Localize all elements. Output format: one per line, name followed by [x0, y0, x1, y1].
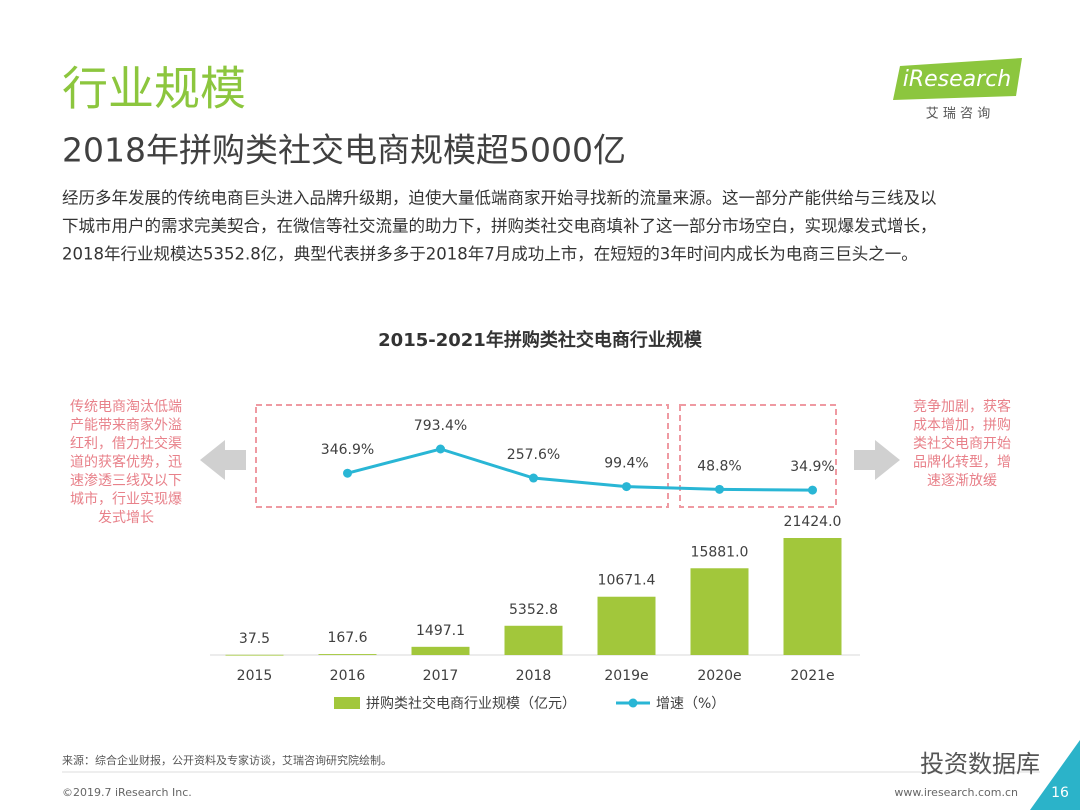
copyright: ©2019.7 iResearch Inc.: [62, 786, 192, 799]
page-number: 16: [1051, 785, 1069, 801]
growth-line: [347, 447, 813, 492]
bar: [318, 654, 377, 655]
annotation-right: 成本增加，拼购: [913, 418, 1011, 434]
watermark: 投资数据库: [920, 750, 1040, 778]
growth-point: [622, 482, 631, 492]
growth-value-label: 48.8%: [697, 458, 741, 474]
bar-value-label: 167.6: [327, 630, 367, 646]
x-tick-label: 2019e: [604, 668, 648, 684]
growth-point: [529, 473, 538, 483]
x-tick-label: 2021e: [790, 668, 834, 684]
annotation-right: 速逐渐放缓: [927, 473, 997, 489]
bar-value-label: 1497.1: [416, 623, 465, 639]
legend-swatch: [628, 698, 638, 708]
logo-bg: [893, 58, 1022, 100]
growth-point: [715, 484, 724, 494]
bar-value-label: 10671.4: [598, 573, 656, 589]
annotation-right: 类社交电商开始: [913, 435, 1011, 452]
legend-label: 拼购类社交电商行业规模（亿元）: [366, 695, 576, 712]
growth-value-label: 793.4%: [414, 418, 467, 434]
logo-sub: 艾 瑞 咨 询: [926, 107, 990, 122]
growth-value-label: 34.9%: [790, 459, 834, 475]
growth-value-label: 257.6%: [507, 447, 560, 463]
website: www.iresearch.com.cn: [894, 786, 1018, 799]
bar-value-label: 15881.0: [691, 544, 749, 560]
x-tick-label: 2020e: [697, 668, 741, 684]
subtitle: 2018年拼购类社交电商规模超5000亿: [62, 131, 626, 170]
annotation-left: 产能带来商家外溢: [70, 417, 182, 434]
bar-value-label: 5352.8: [509, 602, 558, 618]
x-tick-label: 2016: [330, 668, 366, 684]
growth-value-label: 346.9%: [321, 442, 374, 458]
logo: iResearch: [903, 67, 1012, 92]
growth-point: [436, 444, 445, 454]
bar-value-label: 37.5: [239, 631, 270, 647]
growth-point: [808, 485, 817, 495]
corner: [1030, 740, 1080, 810]
paragraph-line: 下城市用户的需求完美契合，在微信等社交流量的助力下，拼购类社交电商填补了这一部分…: [62, 217, 937, 236]
annotation-left: 传统电商淘汰低端: [70, 399, 182, 415]
bar: [783, 538, 842, 655]
source: 来源：综合企业财报，公开资料及专家访谈，艾瑞咨询研究院绘制。: [62, 753, 392, 767]
annotation-left: 红利，借力社交渠: [70, 435, 182, 452]
paragraph-line: 2018年行业规模达5352.8亿，典型代表拼多多于2018年7月成功上市，在短…: [62, 245, 918, 264]
x-tick-label: 2018: [516, 668, 552, 684]
growth-value-label: 99.4%: [604, 456, 648, 472]
bar-value-label: 21424.0: [784, 514, 842, 530]
bar: [597, 596, 656, 655]
annotation-left: 道的获客优势，迅: [70, 454, 182, 471]
paragraph-line: 经历多年发展的传统电商巨头进入品牌升级期，迫使大量低端商家开始寻找新的流量来源。…: [62, 189, 937, 208]
chart-title: 2015-2021年拼购类社交电商行业规模: [378, 329, 703, 351]
bar: [690, 568, 749, 655]
arrow-left: [200, 440, 246, 480]
annotation-right: 品牌化转型，增: [913, 454, 1011, 471]
growth-point: [343, 468, 352, 478]
arrow-right: [854, 440, 900, 480]
x-tick-label: 2015: [237, 668, 273, 684]
annotation-left: 发式增长: [98, 510, 154, 526]
x-tick-label: 2017: [423, 668, 459, 684]
annotation-left: 城市，行业实现爆: [70, 491, 182, 508]
bar: [225, 654, 284, 656]
bar: [411, 646, 470, 655]
legend-swatch: [334, 697, 360, 709]
title: 行业规模: [62, 62, 246, 116]
bar: [504, 625, 563, 655]
dashed-box: [255, 404, 669, 508]
legend-label: 增速（%）: [656, 696, 725, 712]
annotation-left: 速渗透三线及以下: [70, 473, 182, 489]
annotation-right: 竞争加剧，获客: [913, 398, 1011, 415]
dashed-box: [679, 404, 837, 508]
